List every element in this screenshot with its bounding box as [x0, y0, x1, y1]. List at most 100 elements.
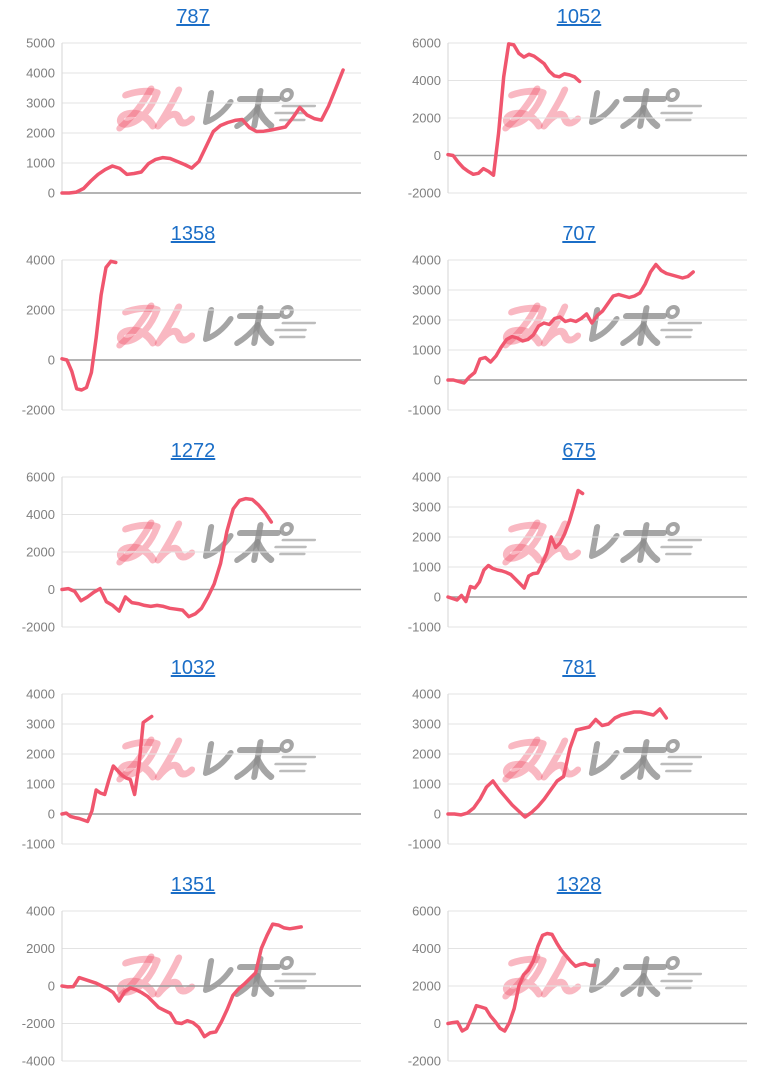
y-axis-tick-label: -1000 [22, 837, 55, 852]
minrepo-logo-icon [502, 519, 703, 566]
chart-card: 1328 -2000 0 2000 4000 6000 [386, 868, 772, 1085]
y-axis-tick-label: -2000 [408, 1054, 441, 1069]
y-axis-tick-label: 6000 [412, 36, 441, 51]
y-axis-tick-label: -2000 [22, 1016, 55, 1031]
y-axis-tick-label: 1000 [412, 777, 441, 792]
y-axis-tick-label: 3000 [26, 96, 55, 111]
y-axis-tick-label: 2000 [26, 303, 55, 318]
y-axis-tick-label: 2000 [26, 747, 55, 762]
y-axis-tick-label: 2000 [412, 747, 441, 762]
chart-canvas: -1000 0 1000 2000 3000 4000 [408, 687, 747, 852]
y-axis-tick-label: 1000 [412, 343, 441, 358]
chart-title-link[interactable]: 1052 [556, 6, 602, 28]
minrepo-logo-icon [502, 736, 703, 783]
y-axis-tick-label: 1000 [26, 777, 55, 792]
y-axis-tick-label: 4000 [412, 73, 441, 88]
minrepo-watermark-logo [111, 518, 325, 571]
chart-canvas: -1000 0 1000 2000 3000 4000 [22, 687, 361, 852]
y-axis-tick-label: 2000 [412, 530, 441, 545]
payout-line-series [60, 496, 274, 619]
y-axis-tick-label: 2000 [412, 979, 441, 994]
chart-title-link[interactable]: 1272 [170, 440, 216, 462]
y-axis-tick-label: -1000 [408, 837, 441, 852]
chart-canvas: -4000 -2000 0 2000 4000 [22, 904, 361, 1069]
chart-canvas: -2000 0 2000 4000 [22, 253, 361, 418]
chart-card: 1272 -2000 0 2000 4000 6000 [0, 434, 386, 651]
y-axis-tick-label: 0 [48, 353, 55, 368]
payout-line-series [446, 707, 669, 819]
minrepo-watermark-logo [111, 301, 325, 354]
y-axis-tick-label: 0 [48, 807, 55, 822]
payout-line-series [60, 922, 303, 1039]
chart-title-link[interactable]: 1032 [170, 657, 216, 679]
chart-canvas: -2000 0 2000 4000 6000 [22, 470, 361, 635]
payout-line-series [446, 42, 582, 177]
y-axis-tick-label: 0 [434, 1016, 441, 1031]
chart-canvas: -1000 0 1000 2000 3000 4000 [408, 470, 747, 635]
y-axis-tick-label: 1000 [26, 156, 55, 171]
chart-title-link[interactable]: 707 [562, 223, 596, 245]
chart-title-link[interactable]: 787 [176, 6, 210, 28]
y-axis-tick-label: 4000 [26, 507, 55, 522]
y-axis-tick-label: -2000 [408, 186, 441, 201]
y-axis-tick-label: -2000 [22, 403, 55, 418]
y-axis-tick-label: 1000 [412, 560, 441, 575]
minrepo-watermark-logo [111, 84, 325, 137]
y-axis-tick-label: 2000 [26, 941, 55, 956]
chart-title-link[interactable]: 1358 [170, 223, 216, 245]
minrepo-logo-icon [502, 85, 703, 132]
chart-card: 781 -1000 0 1000 2000 3000 4000 [386, 651, 772, 868]
y-axis-tick-label: 2000 [412, 313, 441, 328]
chart-card: 1052 -2000 0 2000 4000 6000 [386, 0, 772, 217]
chart-canvas: 0 1000 2000 3000 4000 5000 [26, 36, 361, 201]
chart-title-link[interactable]: 1328 [556, 874, 602, 896]
y-axis-tick-label: 4000 [412, 470, 441, 485]
chart-card: 787 0 1000 2000 3000 4000 5000 [0, 0, 386, 217]
chart-title-link[interactable]: 781 [562, 657, 596, 679]
y-axis-tick-label: 4000 [26, 904, 55, 919]
y-axis-tick-label: 4000 [412, 253, 441, 268]
minrepo-logo-icon [116, 519, 317, 566]
y-axis-tick-label: 4000 [26, 253, 55, 268]
payout-line-series [446, 262, 695, 385]
y-axis-tick-label: 3000 [412, 717, 441, 732]
payout-line-series [60, 68, 345, 195]
payout-line-series [446, 931, 597, 1033]
y-axis-tick-label: 3000 [26, 717, 55, 732]
y-axis-tick-label: 0 [48, 186, 55, 201]
chart-card: 1351 -4000 -2000 0 2000 4000 [0, 868, 386, 1085]
minrepo-watermark-logo [497, 518, 711, 571]
y-axis-tick-label: -1000 [408, 403, 441, 418]
y-axis-tick-label: 5000 [26, 36, 55, 51]
chart-card: 675 -1000 0 1000 2000 3000 4000 [386, 434, 772, 651]
y-axis-tick-label: 0 [434, 590, 441, 605]
minrepo-logo-icon [502, 302, 703, 349]
y-axis-tick-label: 2000 [412, 111, 441, 126]
chart-card: 707 -1000 0 1000 2000 3000 4000 [386, 217, 772, 434]
y-axis-tick-label: 4000 [26, 66, 55, 81]
y-axis-tick-label: 0 [434, 373, 441, 388]
y-axis-tick-label: 4000 [412, 941, 441, 956]
y-axis-tick-label: 2000 [26, 126, 55, 141]
y-axis-tick-label: 3000 [412, 283, 441, 298]
chart-card: 1032 -1000 0 1000 2000 3000 4000 [0, 651, 386, 868]
y-axis-tick-label: 3000 [412, 500, 441, 515]
chart-card: 1358 -2000 0 2000 4000 [0, 217, 386, 434]
minrepo-logo-icon [116, 85, 317, 132]
y-axis-tick-label: 6000 [26, 470, 55, 485]
chart-title-link[interactable]: 675 [562, 440, 596, 462]
chart-canvas: -1000 0 1000 2000 3000 4000 [408, 253, 747, 418]
y-axis-tick-label: 6000 [412, 904, 441, 919]
y-axis-tick-label: -4000 [22, 1054, 55, 1069]
chart-canvas: -2000 0 2000 4000 6000 [408, 904, 747, 1069]
y-axis-tick-label: 0 [48, 979, 55, 994]
y-axis-tick-label: -2000 [22, 620, 55, 635]
payout-line-series [446, 488, 585, 604]
y-axis-tick-label: 4000 [412, 687, 441, 702]
minrepo-watermark-logo [497, 84, 711, 137]
chart-title-link[interactable]: 1351 [170, 874, 216, 896]
y-axis-tick-label: 2000 [26, 545, 55, 560]
y-axis-tick-label: 4000 [26, 687, 55, 702]
payout-line-series [60, 259, 118, 392]
